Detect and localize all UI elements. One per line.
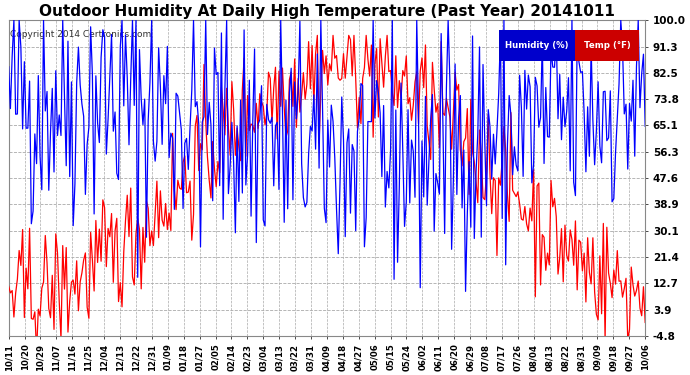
FancyBboxPatch shape	[575, 30, 639, 62]
Text: Temp (°F): Temp (°F)	[584, 41, 631, 50]
FancyBboxPatch shape	[499, 30, 575, 62]
Text: Humidity (%): Humidity (%)	[505, 41, 569, 50]
Title: Outdoor Humidity At Daily High Temperature (Past Year) 20141011: Outdoor Humidity At Daily High Temperatu…	[39, 4, 615, 19]
Text: Copyright 2014 Certronics.com: Copyright 2014 Certronics.com	[10, 30, 151, 39]
